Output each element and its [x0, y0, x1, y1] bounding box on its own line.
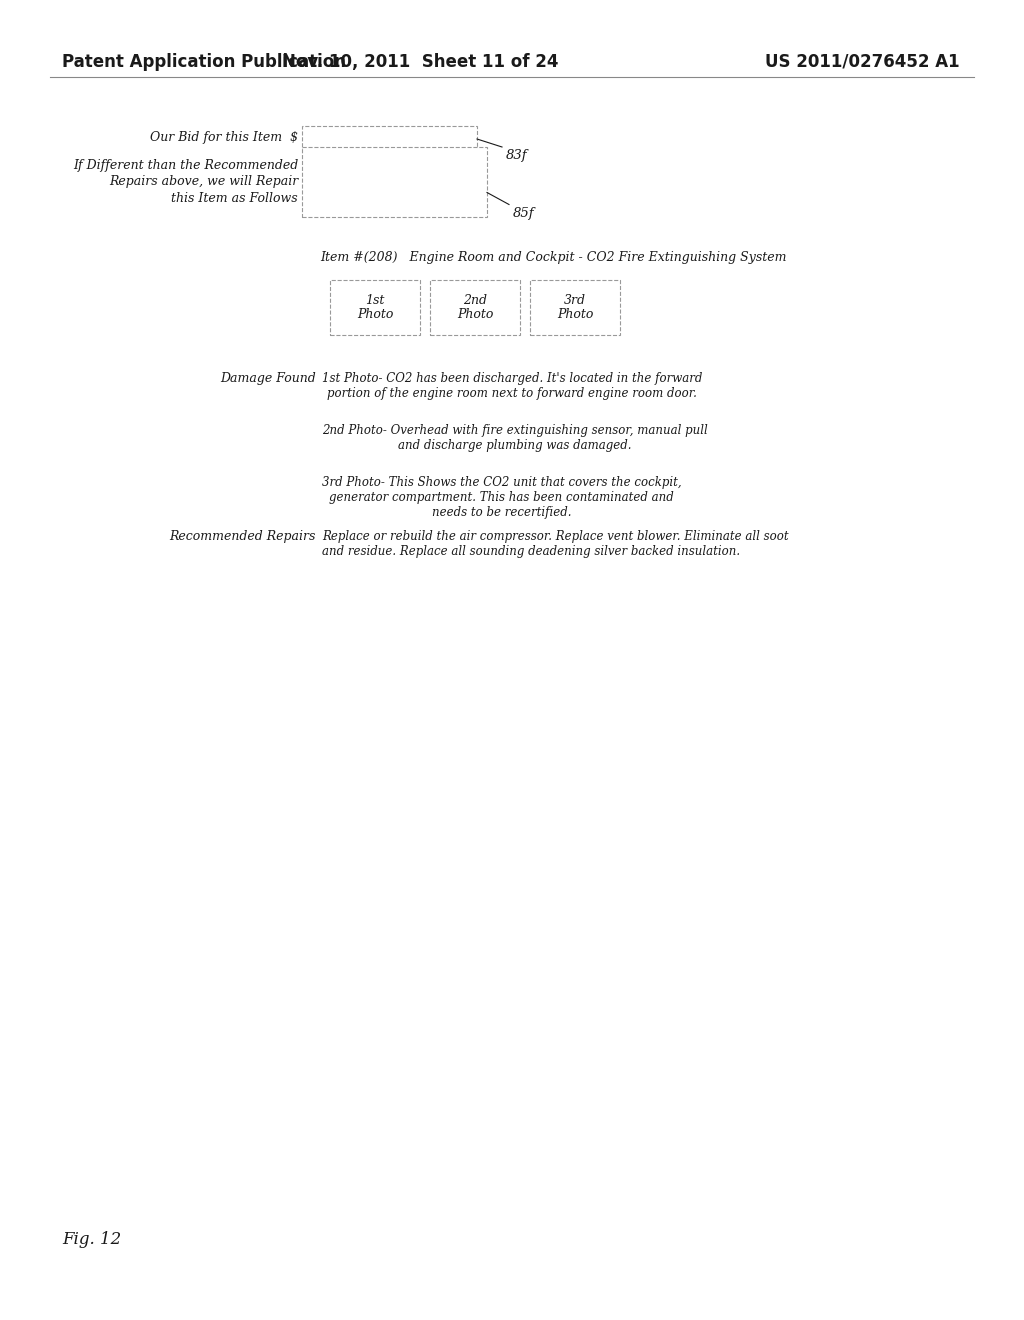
- Text: this Item as Follows: this Item as Follows: [171, 191, 298, 205]
- Text: 85f: 85f: [513, 206, 535, 219]
- Bar: [330, 280, 420, 335]
- Text: US 2011/0276452 A1: US 2011/0276452 A1: [765, 53, 961, 71]
- Text: 3rd
Photo: 3rd Photo: [557, 293, 593, 322]
- Text: 3rd Photo- This Shows the CO2 unit that covers the cockpit,
generator compartmen: 3rd Photo- This Shows the CO2 unit that …: [322, 477, 682, 519]
- Text: 1st
Photo: 1st Photo: [356, 293, 393, 322]
- Text: 1st Photo- CO2 has been discharged. It's located in the forward
portion of the e: 1st Photo- CO2 has been discharged. It's…: [322, 372, 702, 400]
- Text: Nov. 10, 2011  Sheet 11 of 24: Nov. 10, 2011 Sheet 11 of 24: [282, 53, 558, 71]
- Text: Fig. 12: Fig. 12: [62, 1232, 121, 1247]
- Text: Item #(208)   Engine Room and Cockpit - CO2 Fire Extinguishing System: Item #(208) Engine Room and Cockpit - CO…: [319, 252, 786, 264]
- Text: Recommended Repairs: Recommended Repairs: [170, 531, 316, 543]
- Text: If Different than the Recommended: If Different than the Recommended: [73, 160, 298, 173]
- Text: 83f: 83f: [506, 149, 527, 162]
- Text: Repairs above, we will Repair: Repairs above, we will Repair: [109, 176, 298, 189]
- Text: 2nd
Photo: 2nd Photo: [457, 293, 494, 322]
- Text: Our Bid for this Item  $: Our Bid for this Item $: [150, 131, 298, 144]
- Bar: [530, 280, 620, 335]
- Bar: [430, 280, 520, 335]
- Text: Damage Found: Damage Found: [220, 372, 316, 385]
- Text: Patent Application Publication: Patent Application Publication: [62, 53, 346, 71]
- Bar: [302, 147, 487, 216]
- Bar: [302, 125, 477, 148]
- Text: Replace or rebuild the air compressor. Replace vent blower. Eliminate all soot
a: Replace or rebuild the air compressor. R…: [322, 531, 788, 558]
- Text: 2nd Photo- Overhead with fire extinguishing sensor, manual pull
and discharge pl: 2nd Photo- Overhead with fire extinguish…: [322, 424, 708, 451]
